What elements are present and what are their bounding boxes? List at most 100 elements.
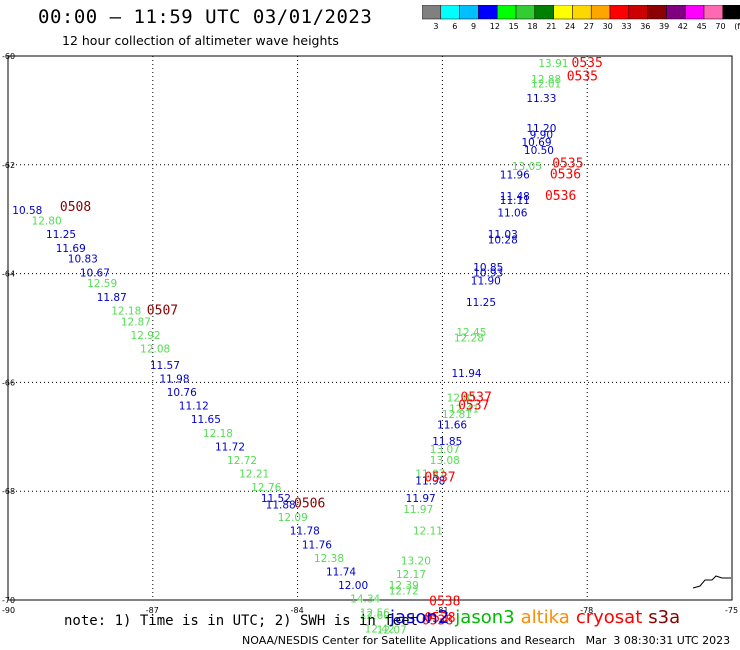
legend-entry: jason3 — [455, 607, 515, 628]
swh-value-label: 10.93 — [473, 267, 503, 279]
swh-value-label: 12.17 — [396, 569, 426, 581]
swh-value-label: 11.33 — [526, 93, 556, 105]
swh-value-label: 12.41 — [449, 403, 479, 415]
color-scale-label: 36 — [640, 22, 651, 31]
swh-value-label: 11.20 — [526, 123, 556, 135]
pass-time-label: 0538 — [424, 611, 455, 626]
color-scale-label: 42 — [677, 22, 688, 31]
swh-value-label: 9.90 — [530, 130, 553, 142]
x-tick-label: -75 — [725, 606, 738, 615]
satellite-legend: jason2 jason3 altika cryosat s3a — [390, 607, 686, 628]
color-scale-label: 70 — [715, 22, 726, 31]
swh-value-label: 12.80 — [32, 216, 62, 228]
legend-entry: jason2 — [390, 607, 450, 628]
swh-value-label: 11.66 — [437, 420, 467, 432]
swh-value-label: 12.59 — [87, 278, 117, 290]
legend-entry: altika — [520, 607, 570, 628]
swh-value-label: 11.72 — [215, 441, 245, 453]
swh-value-label: 11.11 — [500, 195, 530, 207]
color-scale-bar — [422, 5, 740, 20]
color-scale-label: 9 — [471, 22, 477, 31]
swh-value-label: 10.83 — [68, 254, 98, 266]
swh-value-label: 11.98 — [159, 373, 189, 385]
swh-value-label: 11.74 — [326, 567, 356, 579]
chart-title: 00:00 – 11:59 UTC 03/01/2023 — [38, 6, 373, 28]
swh-value-label: 11.52 — [261, 493, 291, 505]
swh-value-label: 12.00 — [338, 580, 368, 592]
color-scale-label: 6 — [452, 22, 458, 31]
pass-time-label: 0537 — [424, 470, 455, 485]
swh-value-label: 11.96 — [500, 169, 530, 181]
swh-value-label: 12.60 — [360, 610, 390, 622]
swh-value-label: 12.08 — [140, 343, 170, 355]
swh-value-label: 13.07 — [430, 444, 460, 456]
y-tick-label: -70 — [2, 596, 15, 605]
color-scale-label: (ft) — [734, 22, 740, 31]
swh-value-label: 13.91 — [538, 58, 568, 70]
pass-time-label: 0536 — [550, 167, 581, 182]
swh-value-label: 12.56 — [360, 607, 390, 619]
swh-value-label: 11.97 — [406, 493, 436, 505]
swh-value-label: 12.07 — [377, 625, 407, 637]
pass-time-label: 0537 — [458, 399, 489, 414]
swh-value-label: 11.48 — [500, 191, 530, 203]
swh-value-label: 12.92 — [131, 330, 161, 342]
swh-value-label: 11.25 — [466, 297, 496, 309]
coastline — [692, 575, 731, 589]
color-scale-label: 27 — [583, 22, 594, 31]
swh-value-label: 12.38 — [314, 553, 344, 565]
color-scale-label: 39 — [659, 22, 670, 31]
footnote: note: 1) Time is in UTC; 2) SWH is in fe… — [64, 613, 419, 629]
swh-value-label: 11.65 — [191, 414, 221, 426]
pass-time-label: 0506 — [294, 497, 325, 512]
pass-time-label: 0535 — [567, 69, 598, 84]
swh-value-label: 10.28 — [488, 235, 518, 247]
x-tick-label: -81 — [435, 606, 448, 615]
color-scale-label: 45 — [696, 22, 707, 31]
swh-value-label: 13.08 — [430, 455, 460, 467]
swh-value-label: 13.20 — [401, 556, 431, 568]
x-tick-label: -90 — [2, 606, 15, 615]
color-scale-label: 33 — [621, 22, 632, 31]
swh-value-label: 11.76 — [302, 539, 332, 551]
swh-value-label: 10.58 — [12, 205, 42, 217]
swh-value-label: 11.98 — [415, 476, 445, 488]
swh-value-label: 12.72 — [227, 455, 257, 467]
swh-value-label: 12.81 — [447, 392, 477, 404]
swh-value-label: 11.57 — [150, 360, 180, 372]
swh-value-label: 12.09 — [278, 512, 308, 524]
legend-entry: s3a — [648, 607, 681, 628]
color-scale-label: 18 — [527, 22, 538, 31]
pass-time-label: 0535 — [552, 157, 583, 172]
swh-value-label: 12.01 — [531, 79, 561, 91]
color-scale-label: 24 — [565, 22, 576, 31]
swh-value-label: 11.85 — [432, 436, 462, 448]
swh-value-label: 12.76 — [251, 482, 281, 494]
swh-value-label: 14.34 — [350, 594, 380, 606]
color-scale-label: 12 — [489, 22, 500, 31]
color-scale-label: 21 — [546, 22, 557, 31]
swh-value-label: 12.45 — [456, 327, 486, 339]
x-tick-label: -78 — [580, 606, 593, 615]
y-tick-label: -68 — [2, 487, 15, 496]
swh-value-label: 12.87 — [121, 316, 151, 328]
swh-value-label: 12.72 — [389, 586, 419, 598]
x-tick-label: -87 — [146, 606, 159, 615]
swh-value-label: 12.18 — [203, 428, 233, 440]
color-scale-label: 30 — [602, 22, 613, 31]
credit-footer: NOAA/NESDIS Center for Satellite Applica… — [242, 634, 731, 647]
swh-value-label: 11.88 — [266, 500, 296, 512]
swh-value-label: 11.94 — [452, 368, 482, 380]
swh-value-label: 12.81 — [442, 409, 472, 421]
swh-value-label: 10.67 — [80, 267, 110, 279]
swh-value-label: 12.11 — [413, 526, 443, 538]
pass-time-label: 0537 — [461, 390, 492, 405]
color-scale-label: 3 — [433, 22, 439, 31]
swh-value-label: 10.69 — [521, 137, 551, 149]
y-tick-label: -64 — [2, 270, 15, 279]
swh-value-label: 10.85 — [473, 262, 503, 274]
swh-value-label: 11.69 — [56, 243, 86, 255]
y-tick-label: -60 — [2, 52, 15, 61]
